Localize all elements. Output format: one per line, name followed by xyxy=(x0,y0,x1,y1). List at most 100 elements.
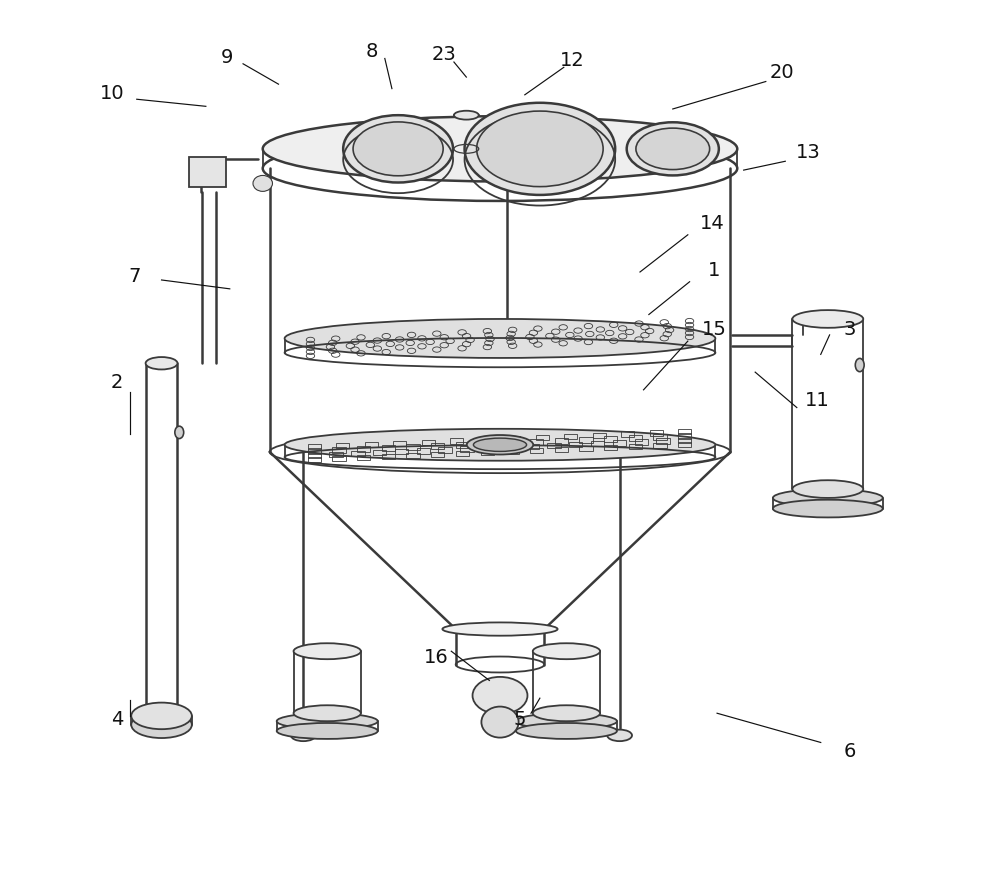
Bar xyxy=(629,444,642,449)
Bar xyxy=(593,432,606,438)
Text: 13: 13 xyxy=(796,143,821,162)
Ellipse shape xyxy=(175,426,184,439)
Bar xyxy=(613,440,626,446)
Text: 6: 6 xyxy=(844,742,856,761)
Bar xyxy=(479,437,492,442)
Ellipse shape xyxy=(131,711,192,738)
Ellipse shape xyxy=(291,730,316,741)
Bar xyxy=(406,445,420,450)
Text: 20: 20 xyxy=(769,63,794,82)
Bar xyxy=(678,442,691,447)
Bar xyxy=(604,445,617,450)
Bar xyxy=(656,439,670,444)
Text: 5: 5 xyxy=(513,710,526,729)
Bar xyxy=(357,447,370,452)
Bar xyxy=(308,444,321,449)
Bar xyxy=(332,456,346,462)
FancyBboxPatch shape xyxy=(189,157,226,187)
Bar xyxy=(621,431,634,437)
Bar xyxy=(373,450,386,455)
Text: 4: 4 xyxy=(111,710,123,729)
Bar xyxy=(591,441,604,447)
Text: 23: 23 xyxy=(432,45,457,65)
Bar xyxy=(579,446,593,451)
Ellipse shape xyxy=(454,111,479,120)
Bar xyxy=(406,453,420,458)
Bar xyxy=(629,435,642,440)
Bar xyxy=(653,443,667,448)
Ellipse shape xyxy=(792,310,863,328)
Ellipse shape xyxy=(285,429,715,461)
Ellipse shape xyxy=(442,623,558,636)
Bar xyxy=(482,446,495,451)
Bar xyxy=(653,434,667,439)
Ellipse shape xyxy=(473,439,527,452)
Ellipse shape xyxy=(465,103,615,195)
Bar xyxy=(505,449,519,455)
Ellipse shape xyxy=(253,175,272,191)
Ellipse shape xyxy=(773,500,883,517)
Ellipse shape xyxy=(636,128,710,169)
Text: 3: 3 xyxy=(844,320,856,339)
Bar xyxy=(481,441,494,447)
Bar xyxy=(431,443,444,448)
Ellipse shape xyxy=(146,357,177,369)
Ellipse shape xyxy=(473,677,527,714)
Bar xyxy=(382,446,395,451)
Ellipse shape xyxy=(627,122,719,175)
Bar xyxy=(678,429,691,434)
Ellipse shape xyxy=(467,435,533,455)
Text: 1: 1 xyxy=(708,260,721,280)
Bar xyxy=(329,452,343,457)
Bar xyxy=(678,438,691,443)
Bar xyxy=(579,438,593,443)
Ellipse shape xyxy=(277,723,378,739)
Ellipse shape xyxy=(533,705,600,721)
Bar xyxy=(569,442,582,447)
Ellipse shape xyxy=(533,643,600,659)
Ellipse shape xyxy=(131,703,192,729)
Bar xyxy=(650,431,663,436)
Bar xyxy=(564,434,577,439)
Bar xyxy=(526,444,539,449)
Bar xyxy=(395,449,408,455)
Bar xyxy=(555,447,568,452)
Bar xyxy=(336,443,349,448)
Text: 15: 15 xyxy=(702,320,727,339)
Bar xyxy=(456,442,469,447)
Bar xyxy=(351,451,365,456)
Bar xyxy=(382,454,395,459)
Bar xyxy=(431,452,444,457)
Bar xyxy=(438,447,452,453)
Bar xyxy=(460,447,474,452)
Bar xyxy=(555,439,568,444)
Bar xyxy=(536,435,549,440)
Text: 12: 12 xyxy=(560,51,585,70)
Ellipse shape xyxy=(263,116,737,182)
Ellipse shape xyxy=(294,705,361,721)
Ellipse shape xyxy=(516,723,617,739)
Bar xyxy=(530,439,543,445)
Bar xyxy=(635,439,648,445)
Bar xyxy=(393,440,406,446)
Text: 16: 16 xyxy=(424,648,449,667)
Text: 7: 7 xyxy=(129,267,141,286)
Ellipse shape xyxy=(294,643,361,659)
Bar xyxy=(481,450,494,455)
Ellipse shape xyxy=(343,115,453,183)
Ellipse shape xyxy=(516,713,617,729)
Text: 14: 14 xyxy=(700,214,725,233)
Ellipse shape xyxy=(481,707,519,737)
Ellipse shape xyxy=(285,319,715,358)
Bar xyxy=(504,445,517,450)
Bar xyxy=(604,436,617,441)
Ellipse shape xyxy=(773,489,883,507)
Bar xyxy=(530,447,543,453)
Text: 8: 8 xyxy=(365,42,378,61)
Text: 10: 10 xyxy=(100,83,124,103)
Ellipse shape xyxy=(277,713,378,729)
Bar xyxy=(417,448,430,454)
Bar xyxy=(308,453,321,458)
Bar xyxy=(450,439,463,444)
Bar xyxy=(365,442,378,447)
